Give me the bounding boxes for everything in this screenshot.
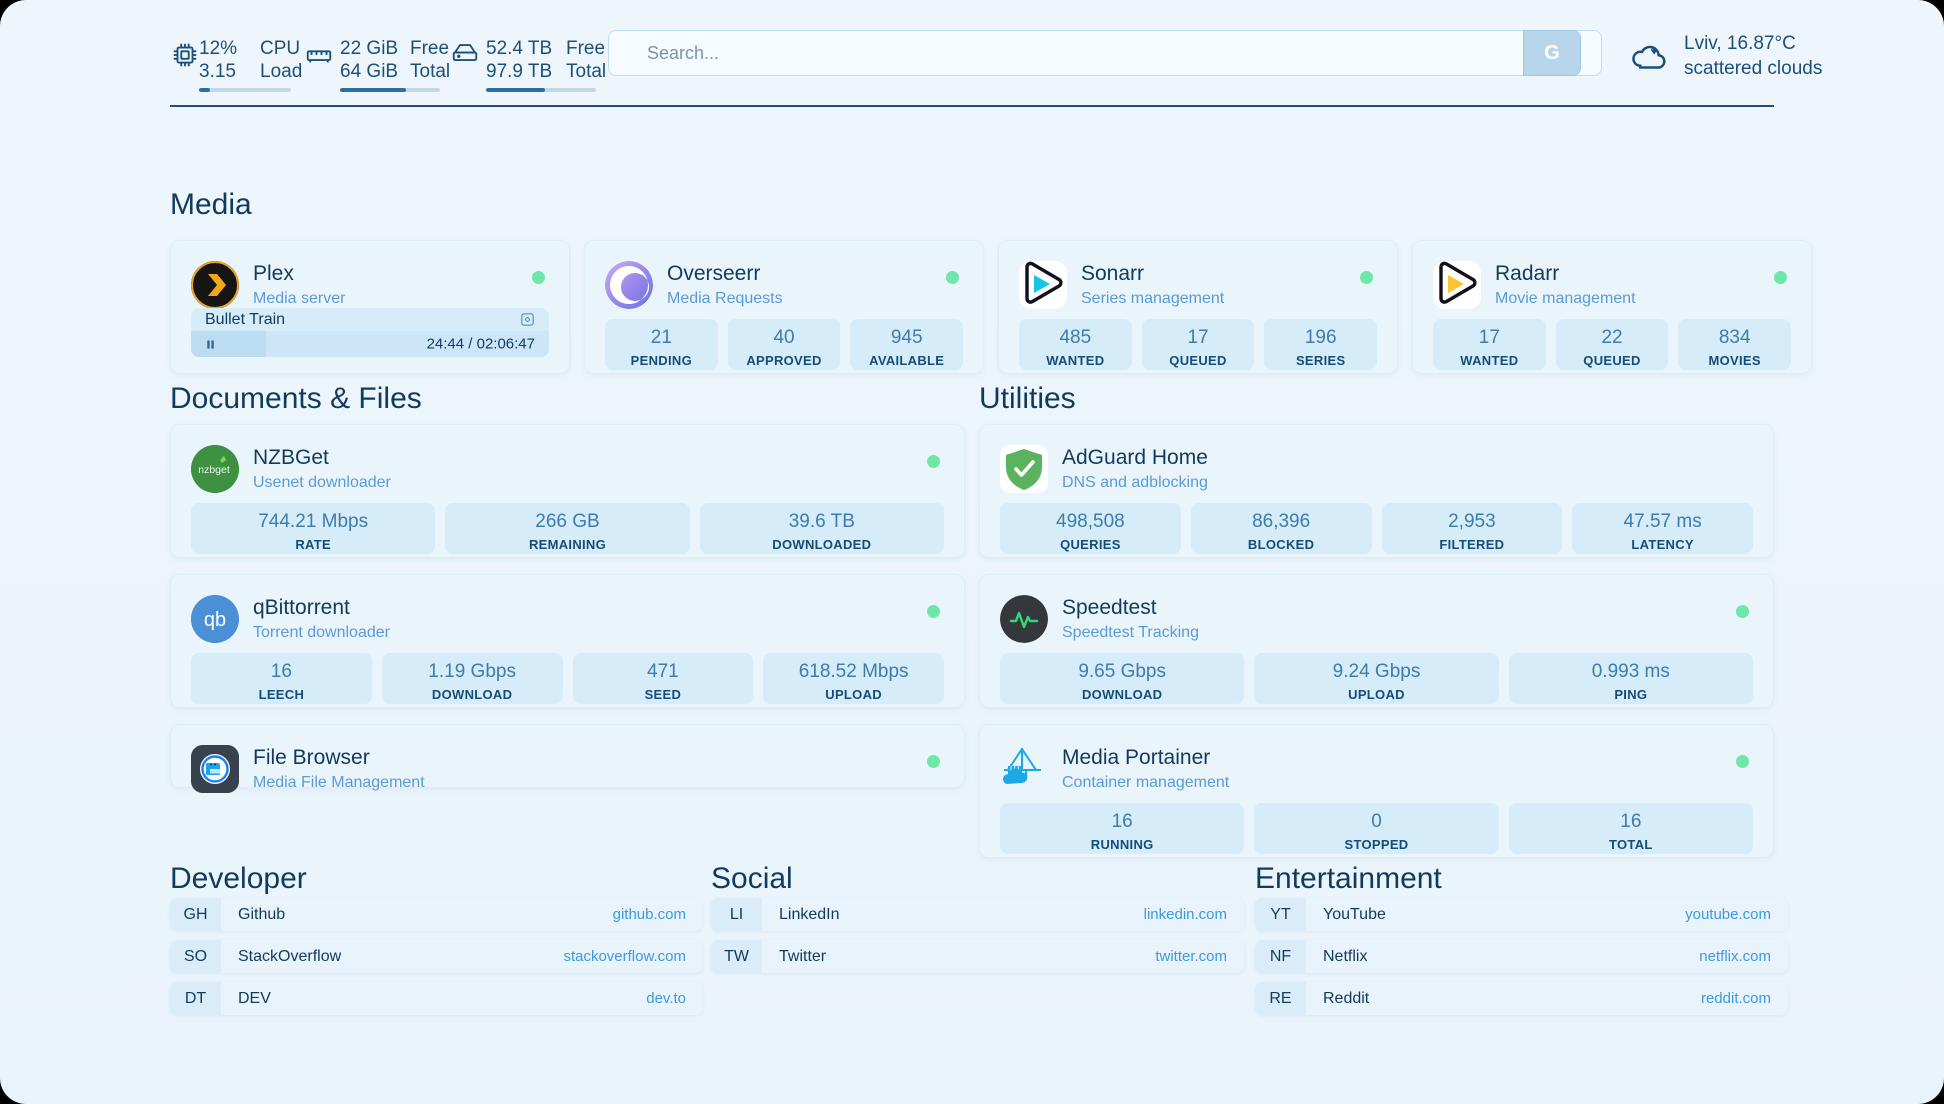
svg-text:nzbget: nzbget — [198, 464, 230, 476]
svg-text:qb: qb — [204, 609, 226, 631]
